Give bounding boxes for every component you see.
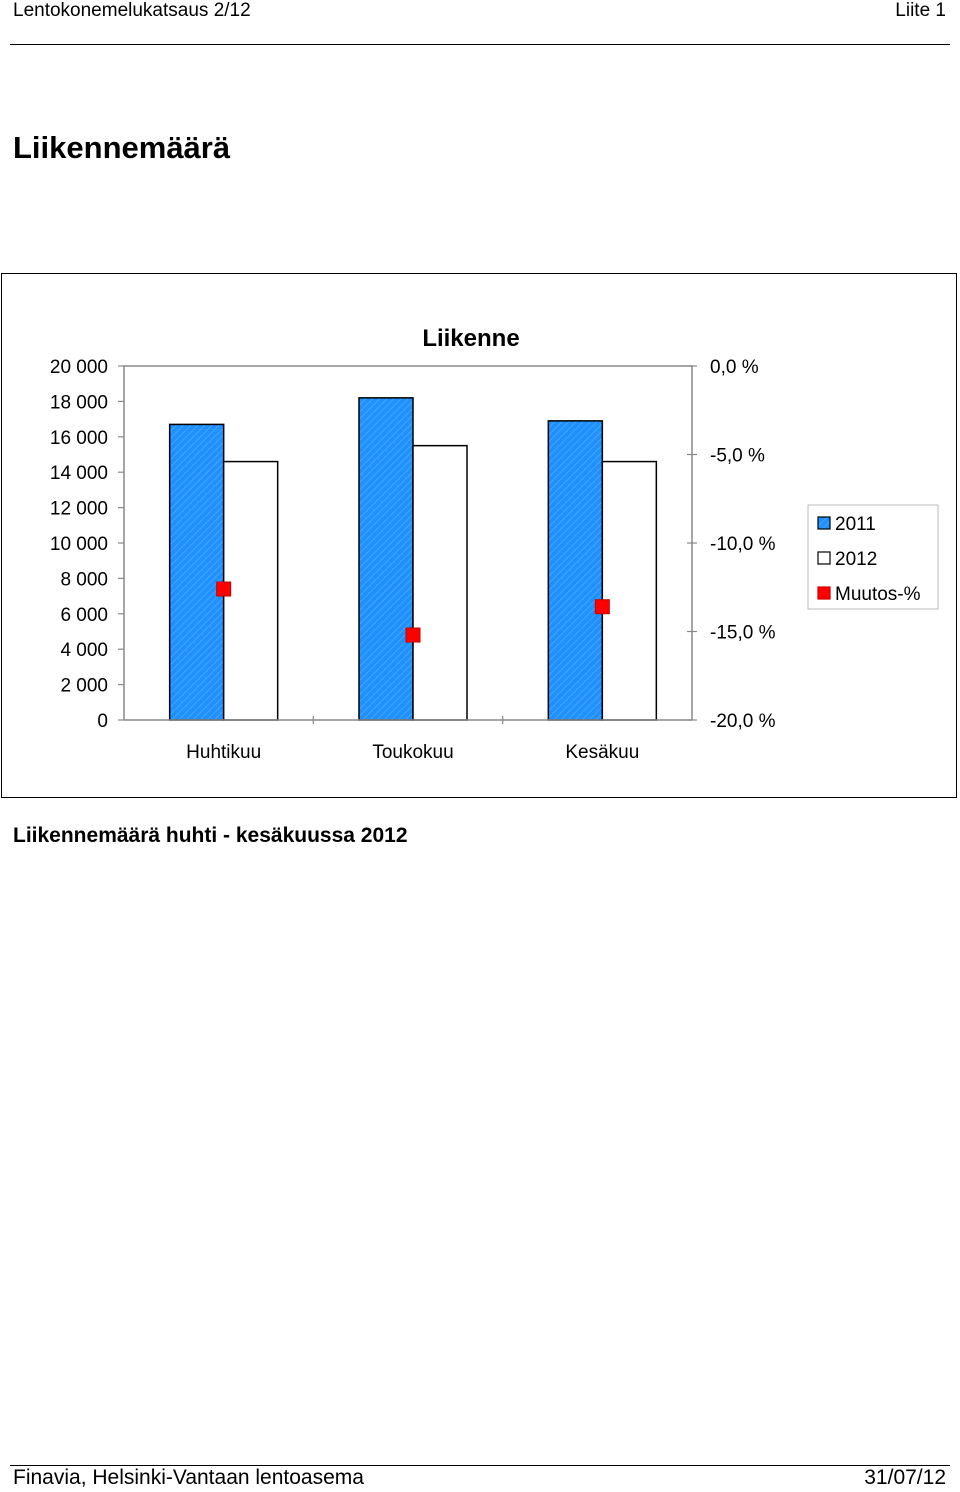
y-left-tick-label: 6 000 [60, 605, 108, 626]
legend-swatch-2012 [817, 551, 831, 565]
y-left-tick-label: 4 000 [60, 640, 108, 661]
y-left-tick-label: 18 000 [50, 392, 108, 413]
bar-2012 [412, 444, 468, 721]
chart-title: Liikenne [422, 325, 519, 352]
bar-2011 [168, 423, 225, 721]
bar-2012 [222, 460, 279, 721]
marker-change-percent [405, 627, 421, 643]
y-left-tick-label: 8 000 [60, 569, 108, 590]
y-left-tick-label: 14 000 [50, 463, 108, 484]
chart-frame: 0 2 000 4 000 6 000 8 000 10 000 12 000 14 000 1… [1, 273, 957, 798]
y-left-tick-label: 0 [97, 711, 108, 732]
x-tick-label: Kesäkuu [565, 742, 639, 763]
y-right-tick-label: 0,0 % [710, 357, 759, 378]
bar-2011 [547, 420, 604, 721]
legend-swatch-Muutos-% [817, 586, 831, 600]
header-appendix-label: Liite 1 [895, 0, 946, 21]
legend-swatch-2011 [817, 516, 831, 530]
bar-2011 [358, 397, 414, 721]
chart-caption: Liikennemäärä huhti - kesäkuussa 2012 [13, 824, 408, 847]
y-left-tick-label: 16 000 [50, 428, 108, 449]
header-report-title: Lentokonemelukatsaus 2/12 [13, 0, 251, 21]
footer-organization: Finavia, Helsinki-Vantaan lentoasema [13, 1466, 364, 1489]
legend-label: 2012 [835, 549, 877, 570]
y-right-tick-label: -15,0 % [710, 623, 776, 644]
y-left-tick-label: 10 000 [50, 534, 108, 555]
page-title: Liikennemäärä [13, 130, 231, 165]
footer-date: 31/07/12 [864, 1466, 946, 1489]
x-tick-label: Toukokuu [372, 742, 453, 763]
bar-2012 [601, 460, 658, 721]
marker-change-percent [594, 599, 610, 615]
header-divider [10, 44, 950, 45]
legend-label: 2011 [835, 514, 876, 535]
marker-change-percent [216, 581, 232, 597]
legend-label: Muutos-% [835, 584, 921, 605]
traffic-chart: 0 2 000 4 000 6 000 8 000 10 000 12 000 14 000 1… [50, 325, 939, 763]
y-right-tick-label: -10,0 % [710, 534, 776, 555]
x-tick-label: Huhtikuu [186, 742, 261, 763]
y-left-tick-label: 2 000 [60, 676, 108, 697]
footer-divider [10, 1465, 950, 1466]
y-right-tick-label: -5,0 % [710, 446, 765, 467]
y-left-tick-label: 12 000 [50, 499, 108, 520]
y-right-tick-label: -20,0 % [710, 711, 776, 732]
y-left-tick-label: 20 000 [50, 357, 108, 378]
